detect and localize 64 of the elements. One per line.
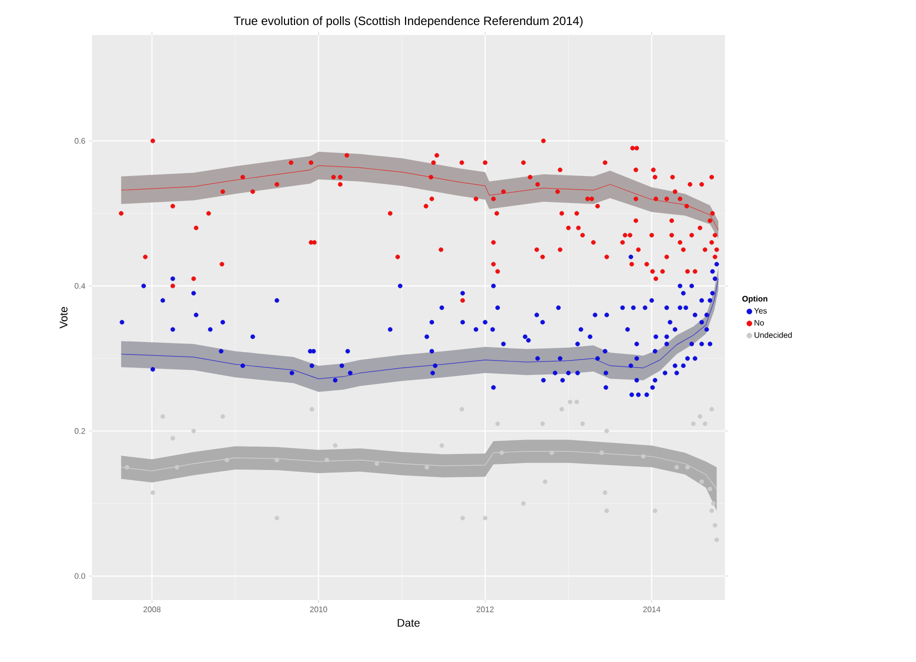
point — [699, 479, 704, 484]
point — [424, 464, 430, 470]
point — [499, 450, 504, 456]
point — [674, 464, 679, 470]
point — [274, 516, 280, 520]
point — [602, 490, 608, 495]
y-tick-label: 0.4 — [74, 283, 86, 289]
point — [691, 421, 696, 426]
point — [124, 464, 130, 470]
point — [708, 486, 712, 492]
point — [559, 406, 564, 412]
point — [174, 464, 180, 470]
point — [604, 508, 610, 514]
point — [191, 428, 196, 434]
point — [698, 414, 702, 419]
point — [652, 508, 658, 514]
x-tick-label: 2008 — [143, 606, 161, 612]
x-axis-title: Date — [398, 619, 420, 627]
point — [574, 400, 580, 404]
point — [150, 490, 156, 495]
point — [580, 421, 585, 426]
point — [542, 479, 548, 484]
chart-title: True evolution of polls (Scottish Independence Referendum 2014) — [234, 16, 583, 28]
point — [324, 458, 330, 462]
point — [460, 406, 464, 412]
point — [604, 428, 610, 434]
point — [712, 522, 718, 528]
point — [714, 538, 719, 542]
point — [332, 443, 338, 448]
point — [568, 400, 572, 404]
x-tick-label: 2010 — [310, 606, 328, 612]
legend-label: Yes — [754, 308, 767, 314]
point — [460, 516, 465, 520]
point — [374, 461, 380, 466]
point — [540, 421, 545, 426]
point — [495, 421, 500, 426]
point — [685, 464, 690, 470]
point — [440, 443, 444, 448]
y-tick-label: 0.2 — [74, 428, 86, 434]
legend-title: Option — [742, 296, 768, 304]
legend-label: Undecided — [754, 332, 792, 338]
point — [310, 406, 314, 412]
point — [641, 454, 646, 459]
point — [274, 458, 280, 462]
y-tick-label: 0.6 — [74, 138, 86, 144]
point — [599, 450, 604, 456]
point — [711, 501, 716, 506]
y-axis-title: Vote — [60, 306, 68, 328]
point — [482, 516, 488, 520]
line-series — [120, 165, 719, 230]
point — [220, 414, 226, 419]
point — [709, 406, 714, 412]
point — [160, 414, 166, 419]
y-tick-label: 0.0 — [74, 573, 86, 579]
point — [702, 421, 708, 426]
point — [549, 450, 554, 456]
line-series — [120, 451, 717, 490]
point — [521, 501, 526, 506]
x-tick-label: 2012 — [476, 606, 494, 612]
legend-label: No — [754, 320, 764, 326]
point — [224, 458, 230, 462]
point — [170, 436, 176, 441]
x-tick-label: 2014 — [643, 606, 660, 612]
point — [709, 508, 714, 514]
